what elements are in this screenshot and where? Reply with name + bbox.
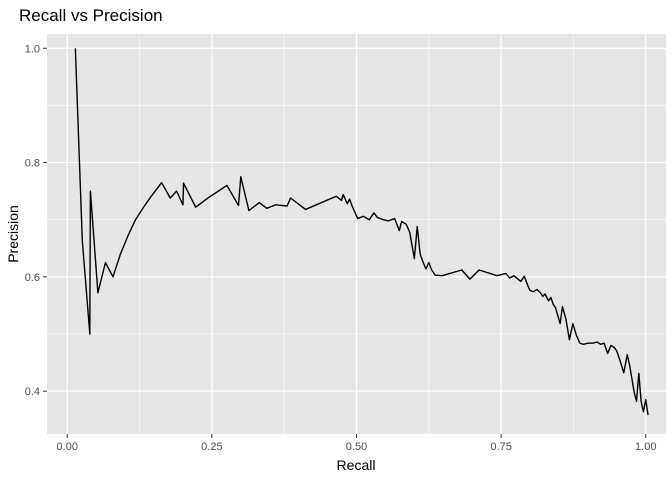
y-axis-label: Precision xyxy=(5,205,21,263)
x-tick-label: 0.50 xyxy=(346,441,367,453)
major-gridlines xyxy=(47,34,666,434)
series-line xyxy=(74,48,649,416)
tick-labels: 0.00 0.25 0.50 0.75 1.00 0.4 0.6 0.8 1.0 xyxy=(25,43,657,453)
y-tick-label: 0.6 xyxy=(25,272,40,284)
y-tick-label: 1.0 xyxy=(25,43,40,55)
y-tick-label: 0.4 xyxy=(25,386,40,398)
x-tick-label: 0.75 xyxy=(490,441,511,453)
axis-ticks xyxy=(43,47,647,438)
chart-title: Recall vs Precision xyxy=(19,6,163,25)
x-tick-label: 0.25 xyxy=(201,441,222,453)
y-tick-label: 0.8 xyxy=(25,158,40,170)
x-axis-label: Recall xyxy=(337,457,376,473)
x-tick-label: 1.00 xyxy=(635,441,656,453)
x-tick-label: 0.00 xyxy=(57,441,78,453)
